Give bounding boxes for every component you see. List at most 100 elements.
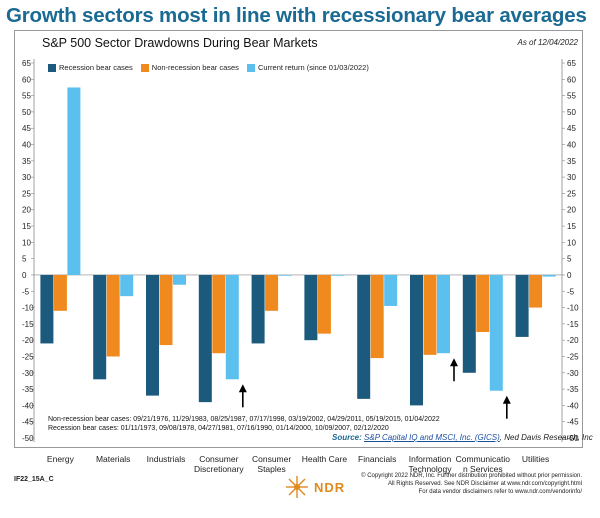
y-tick-label-right: -15	[567, 320, 579, 329]
bar-non-recession-9	[529, 274, 543, 308]
source-label: Source:	[332, 433, 362, 442]
y-tick-label-right: 65	[567, 59, 576, 68]
bar-current-9	[542, 274, 556, 277]
y-tick-label-left: 50	[22, 108, 31, 117]
y-tick-label-left: 35	[22, 157, 31, 166]
y-tick-label-right: -5	[567, 287, 575, 296]
category-label-8: Communicatio	[456, 454, 511, 464]
y-tick-label-left: -25	[22, 352, 34, 361]
bar-non-recession-0	[53, 274, 67, 311]
chart-title: S&P 500 Sector Drawdowns During Bear Mar…	[42, 36, 318, 50]
copyright-line-1: © Copyright 2022 NDR, Inc. Further distr…	[361, 473, 582, 479]
bar-non-recession-6	[370, 274, 384, 359]
legend-item-current: Current return (since 01/03/2022)	[246, 63, 369, 72]
legend-item-recession: Recession bear cases	[48, 63, 133, 72]
annotation-arrow-head-1	[450, 358, 458, 367]
y-tick-label-right: -35	[567, 385, 579, 394]
y-tick-label-left: 20	[22, 206, 31, 215]
chart-frame	[14, 30, 583, 448]
bar-current-0	[67, 87, 81, 275]
bar-recession-7	[410, 274, 423, 406]
y-tick-label-left: -45	[22, 418, 34, 427]
bar-recession-4	[251, 274, 265, 344]
ndr-logo: NDR	[284, 474, 345, 500]
category-label-7: Technology	[408, 464, 452, 474]
y-tick-label-left: -35	[22, 385, 34, 394]
legend-swatch-current	[246, 63, 255, 72]
bar-recession-0	[40, 274, 54, 344]
y-tick-label-left: 65	[22, 59, 31, 68]
legend-item-non-recession: Non-recession bear cases	[140, 63, 239, 72]
category-label-1: Materials	[96, 454, 130, 464]
category-label-8: n Services	[463, 464, 503, 474]
bar-recession-1	[93, 274, 107, 380]
y-tick-label-right: 20	[567, 206, 576, 215]
y-tick-label-left: 55	[22, 92, 31, 101]
source-link[interactable]: S&P Capital IQ and MSCI, Inc. (GICS)	[364, 433, 500, 442]
category-label-3: Discretionary	[194, 464, 244, 474]
bar-non-recession-5	[317, 274, 331, 334]
bar-recession-9	[515, 274, 529, 337]
bear-case-notes: Non-recession bear cases: 09/21/1976, 11…	[48, 415, 440, 433]
y-tick-label-left: 0	[22, 271, 27, 280]
bar-non-recession-7	[423, 274, 437, 355]
y-tick-label-left: -30	[22, 369, 34, 378]
y-tick-label-left: -20	[22, 336, 34, 345]
y-tick-label-right: 10	[567, 238, 576, 247]
y-tick-label-right: 40	[567, 141, 576, 150]
bar-current-1	[120, 274, 134, 297]
y-tick-label-left: -10	[22, 304, 34, 313]
category-label-5: Health Care	[302, 454, 348, 464]
y-tick-label-left: 60	[22, 75, 31, 84]
y-tick-label-left: 5	[22, 255, 27, 264]
y-tick-label-left: 25	[22, 189, 31, 198]
ndr-logo-icon	[286, 476, 308, 498]
y-tick-label-left: -40	[22, 401, 34, 410]
y-tick-label-left: -5	[22, 287, 30, 296]
category-label-7: Information	[409, 454, 452, 464]
bar-current-8	[489, 274, 503, 391]
note-recession: Recession bear cases: 01/11/1973, 09/08/…	[48, 425, 389, 432]
y-tick-label-left: -50	[22, 434, 34, 443]
y-tick-label-left: 45	[22, 124, 31, 133]
y-tick-label-right: 60	[567, 75, 576, 84]
y-tick-label-left: 10	[22, 238, 31, 247]
bar-non-recession-4	[265, 274, 279, 311]
y-tick-label-right: -50	[567, 434, 579, 443]
source-line: Source: S&P Capital IQ and MSCI, Inc. (G…	[332, 433, 593, 442]
category-label-0: Energy	[47, 454, 75, 464]
category-label-4: Staples	[257, 464, 285, 474]
bar-current-2	[173, 274, 186, 285]
bar-current-6	[384, 274, 398, 306]
copyright-line-3: For data vendor disclaimers refer to www…	[418, 489, 582, 495]
y-tick-label-right: 30	[567, 173, 576, 182]
bar-current-5	[331, 274, 345, 276]
bar-recession-8	[462, 274, 476, 373]
category-label-2: Industrials	[147, 454, 186, 464]
y-tick-label-right: -10	[567, 304, 579, 313]
y-tick-label-right: -25	[567, 352, 579, 361]
y-tick-label-right: 55	[567, 92, 576, 101]
source-rest: , Ned Davis Research, Inc	[499, 433, 593, 442]
bar-recession-5	[304, 274, 318, 341]
bar-non-recession-8	[476, 274, 490, 333]
y-tick-label-right: -20	[567, 336, 579, 345]
note-non-recession: Non-recession bear cases: 09/21/1976, 11…	[48, 416, 440, 423]
copyright-line-2: All Rights Reserved. See NDR Disclaimer …	[387, 481, 582, 487]
chart-legend: Recession bear cases Non-recession bear …	[48, 63, 369, 72]
legend-swatch-recession	[48, 63, 56, 72]
y-tick-label-left: 30	[22, 173, 31, 182]
bar-recession-3	[198, 274, 212, 403]
y-tick-label-right: 45	[567, 124, 576, 133]
headline: Growth sectors most in line with recessi…	[6, 4, 587, 27]
bar-recession-6	[357, 274, 371, 399]
legend-label-current: Current return (since 01/03/2022)	[257, 63, 369, 72]
category-label-3: Consumer	[199, 454, 238, 464]
y-tick-label-left: 15	[22, 222, 31, 231]
bar-current-7	[437, 274, 450, 354]
chart-code: IF22_15A_C	[14, 476, 54, 483]
category-label-6: Financials	[358, 454, 396, 464]
legend-label-non-recession: Non-recession bear cases	[151, 63, 239, 72]
y-tick-label-right: -40	[567, 401, 579, 410]
y-tick-label-right: -45	[567, 418, 579, 427]
